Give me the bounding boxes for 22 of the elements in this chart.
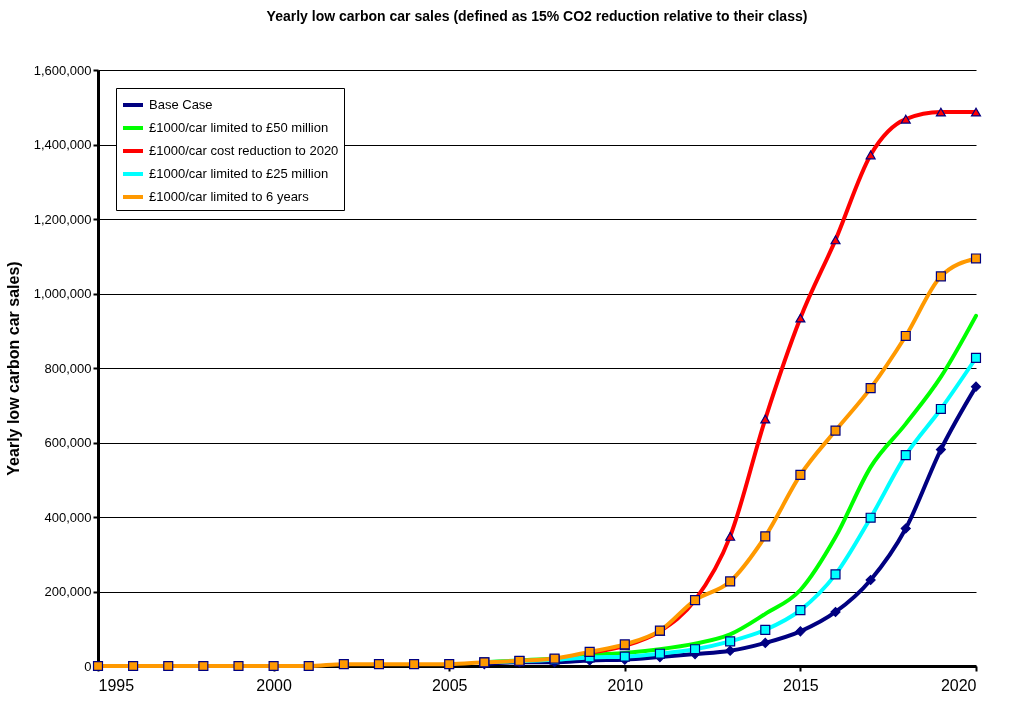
y-tick-label: 0 (84, 658, 92, 674)
x-tick-label: 2000 (256, 676, 292, 694)
y-tick-label: 800,000 (44, 360, 92, 376)
x-tick-label: 2005 (431, 676, 468, 694)
y-tick-label: 1,000,000 (33, 286, 92, 301)
y-axis-title: Yearly low carbon car sales) (4, 261, 22, 476)
legend-label: £1000/car limited to £25 million (149, 166, 329, 181)
y-tick-label: 1,200,000 (33, 211, 92, 227)
chart-title: Yearly low carbon car sales (defined as 15% CO2 reduction relative to their class) (266, 8, 808, 24)
legend-label: £1000/car limited to 6 years (149, 189, 310, 204)
x-tick-label: 1995 (98, 676, 135, 694)
legend-label: £1000/car cost reduction to 2020 (149, 143, 339, 158)
y-tick-label: 1,400,000 (33, 137, 92, 152)
legend-label: £1000/car limited to £50 million (149, 120, 329, 135)
y-tick-label: 600,000 (44, 435, 92, 450)
x-tick-label: 2010 (607, 676, 644, 694)
x-tick-label: 2015 (783, 676, 819, 694)
x-tick-label: 2020 (940, 676, 977, 694)
legend-label: Base Case (149, 97, 213, 112)
y-tick-label: 400,000 (44, 509, 92, 525)
y-tick-label: 1,600,000 (33, 62, 92, 78)
y-tick-label: 200,000 (44, 584, 92, 599)
